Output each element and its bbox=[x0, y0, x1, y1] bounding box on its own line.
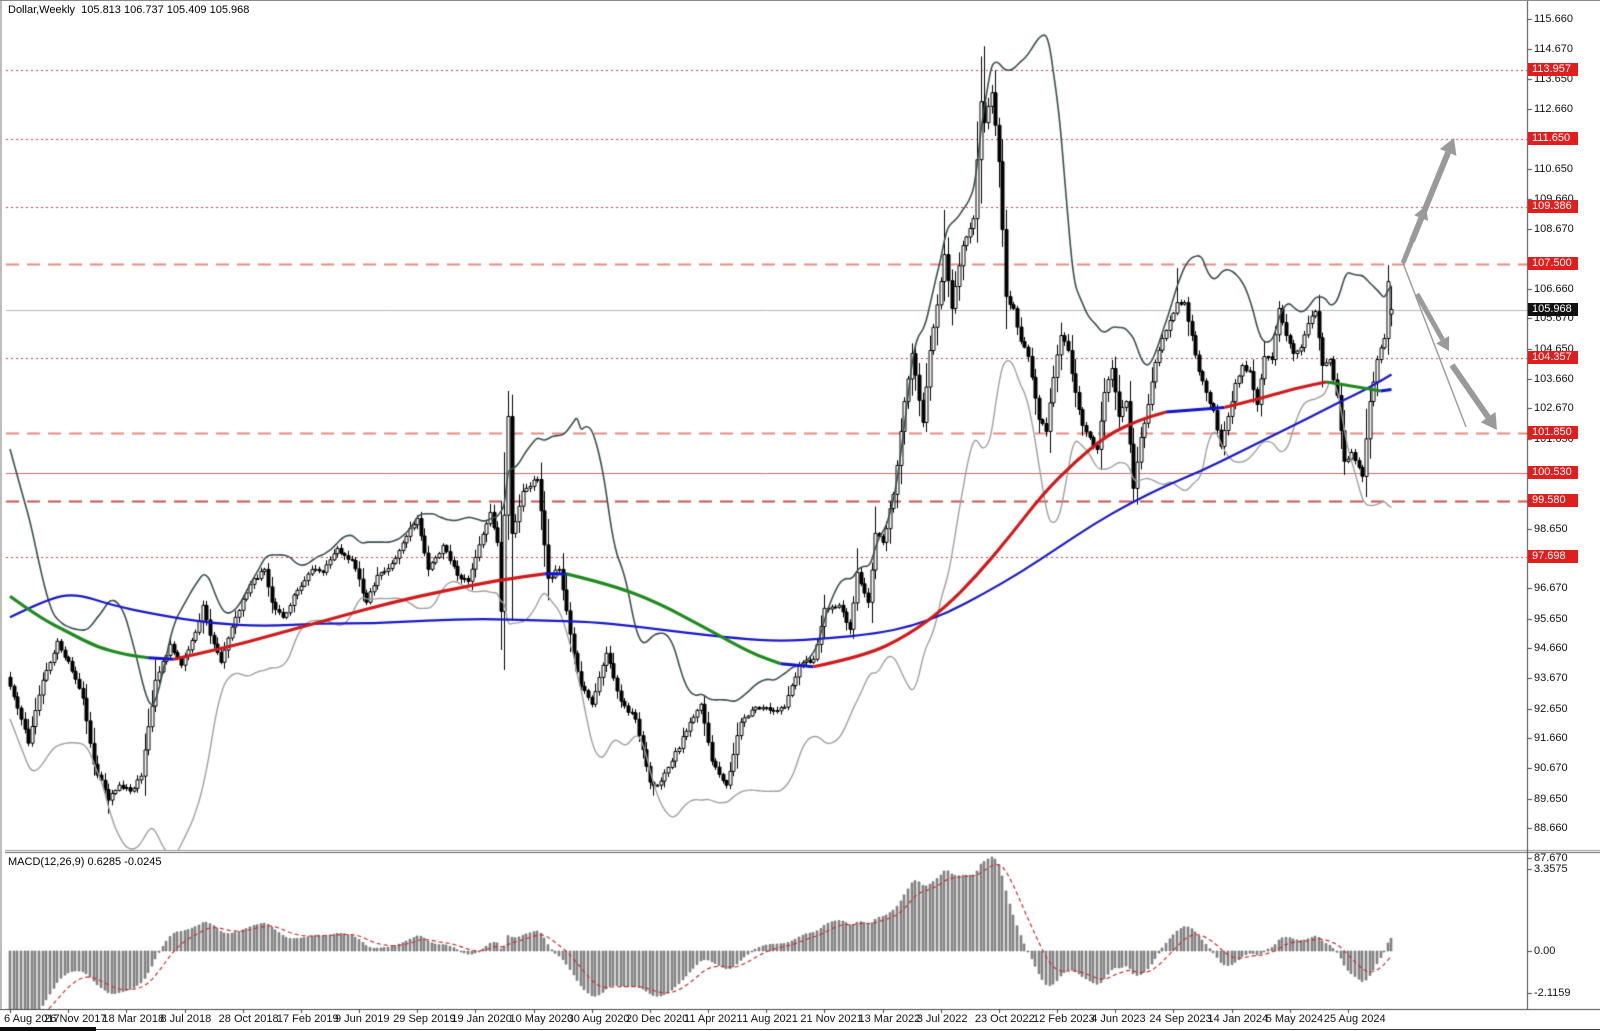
price-tick-label: 110.650 bbox=[1534, 163, 1573, 176]
date-tick-label: 12 Feb 2023 bbox=[1033, 1013, 1095, 1025]
date-tick-label: 6 Aug 2017 bbox=[4, 1013, 60, 1025]
projection-arrowhead[interactable] bbox=[1436, 335, 1450, 351]
macd-tick-label: 3.3575 bbox=[1534, 863, 1568, 875]
projection-arrow[interactable] bbox=[1449, 363, 1491, 419]
date-tick-label: 20 Dec 2020 bbox=[625, 1013, 689, 1025]
date-tick-label: 23 Oct 2022 bbox=[974, 1013, 1035, 1025]
date-tick-label: 25 Aug 2024 bbox=[1323, 1013, 1386, 1025]
date-tick-label: 21 Nov 2021 bbox=[800, 1013, 863, 1025]
date-tick-label: 1 Aug 2021 bbox=[742, 1013, 798, 1025]
price-tick-label: 90.670 bbox=[1534, 762, 1568, 775]
date-tick-label: 9 Jun 2019 bbox=[335, 1013, 390, 1025]
price-level-badge: 109.386 bbox=[1528, 200, 1578, 214]
macd-tick-label: -2.1159 bbox=[1534, 987, 1571, 999]
price-tick-label: 102.670 bbox=[1534, 402, 1574, 415]
projection-line[interactable] bbox=[1402, 262, 1467, 428]
projection-arrowhead[interactable] bbox=[1480, 412, 1497, 430]
projection-arrow[interactable] bbox=[1409, 151, 1451, 243]
date-tick-label: 14 Jan 2024 bbox=[1207, 1013, 1269, 1025]
price-tick-label: 93.670 bbox=[1534, 672, 1568, 685]
projection-arrowhead[interactable] bbox=[1439, 138, 1457, 156]
price-tick-label: 92.650 bbox=[1534, 702, 1568, 715]
date-tick-label: 11 Apr 2021 bbox=[684, 1013, 743, 1025]
price-tick-label: 114.670 bbox=[1534, 42, 1573, 55]
price-tick-label: 112.660 bbox=[1534, 102, 1573, 115]
date-tick-label: 4 Jun 2023 bbox=[1091, 1013, 1146, 1025]
price-tick-label: 103.660 bbox=[1534, 372, 1574, 385]
date-tick-label: 13 Mar 2022 bbox=[858, 1013, 921, 1025]
date-tick-label: 8 Jul 2018 bbox=[160, 1013, 212, 1025]
price-level-badge: 97.698 bbox=[1528, 550, 1578, 564]
date-tick-label: 18 Mar 2018 bbox=[102, 1013, 165, 1025]
date-tick-label: 10 May 2020 bbox=[509, 1013, 574, 1025]
date-tick-label: 30 Aug 2020 bbox=[567, 1013, 630, 1025]
date-tick-label: 29 Sep 2019 bbox=[393, 1013, 456, 1025]
price-tick-label: 106.660 bbox=[1534, 282, 1574, 295]
macd-tick-label: 0.00 bbox=[1534, 945, 1556, 957]
date-tick-label: 19 Jan 2020 bbox=[451, 1013, 512, 1025]
projection-arrow[interactable] bbox=[1414, 292, 1445, 341]
price-level-badge: 107.500 bbox=[1528, 256, 1578, 270]
price-tick-label: 98.650 bbox=[1534, 522, 1568, 535]
price-tick-label: 94.660 bbox=[1534, 642, 1568, 655]
date-tick-label: 28 Oct 2018 bbox=[218, 1013, 279, 1025]
macd-indicator-label: MACD(12,26,9) 0.6285 -0.0245 bbox=[8, 856, 162, 868]
date-tick-label: 5 May 2024 bbox=[1265, 1013, 1324, 1025]
price-tick-label: 88.660 bbox=[1534, 822, 1568, 835]
symbol-ohlc-label: Dollar,Weekly 105.813 106.737 105.409 10… bbox=[8, 4, 250, 16]
current-price-badge: 105.968 bbox=[1528, 302, 1578, 316]
date-tick-label: 24 Sep 2023 bbox=[1149, 1013, 1212, 1025]
price-level-badge: 101.850 bbox=[1528, 425, 1578, 439]
price-tick-label: 113.650 bbox=[1534, 73, 1573, 86]
price-tick-label: 115.660 bbox=[1534, 13, 1573, 25]
price-tick-label: 87.670 bbox=[1534, 852, 1568, 864]
price-level-badge: 99.580 bbox=[1528, 493, 1578, 507]
date-tick-label: 17 Feb 2019 bbox=[276, 1013, 339, 1025]
date-tick-label: 26 Nov 2017 bbox=[44, 1013, 107, 1025]
date-tick-label: 3 Jul 2022 bbox=[916, 1013, 968, 1025]
chart-left-border bbox=[0, 1, 5, 1009]
horizontal-scrollbar-thumb[interactable] bbox=[0, 1027, 96, 1031]
price-tick-label: 91.660 bbox=[1534, 732, 1568, 745]
price-level-badge: 111.650 bbox=[1528, 132, 1578, 146]
horizontal-scrollbar-track[interactable] bbox=[0, 1029, 1600, 1030]
price-tick-label: 96.670 bbox=[1534, 582, 1568, 595]
price-tick-label: 108.670 bbox=[1534, 222, 1574, 235]
price-level-badge: 113.957 bbox=[1528, 63, 1578, 77]
price-level-badge: 100.530 bbox=[1528, 465, 1578, 479]
price-tick-label: 89.650 bbox=[1534, 792, 1568, 805]
price-tick-label: 95.650 bbox=[1534, 612, 1568, 625]
price-level-badge: 104.357 bbox=[1528, 350, 1578, 364]
